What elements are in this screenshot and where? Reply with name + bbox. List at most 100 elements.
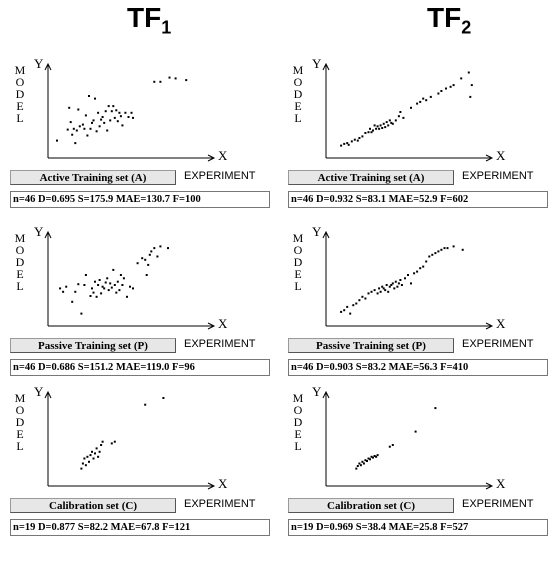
data-point [361,295,364,298]
experiment-label: EXPERIMENT [462,338,534,350]
data-point [78,125,81,128]
model-label-letter: D [16,255,25,269]
data-point [399,111,402,113]
data-point [84,114,87,117]
column-title-tf1: TF1 [127,2,171,39]
data-point [452,84,455,87]
data-point [107,105,110,108]
data-point [361,135,364,138]
data-point [97,284,100,286]
data-point [129,285,131,288]
scatter-panel: Y X M O D E L Active Training set (A) EXPERIMENT… [8,56,270,234]
data-point [112,268,115,271]
y-axis-arrow [44,230,52,239]
x-axis-letter: X [496,148,506,163]
data-point [355,467,358,470]
data-point [153,247,156,250]
data-point [83,457,86,460]
data-point [153,80,156,83]
data-point [127,116,130,118]
data-point [349,312,352,315]
data-point [71,300,74,303]
model-label-letter: E [294,427,301,441]
model-label-letter: D [16,87,25,101]
data-point [385,121,388,124]
data-point [352,304,355,307]
data-point [419,267,422,270]
data-point [77,283,80,286]
scatter-panel: Y X M O D E L Calibration set (C) EXPERIMENT n=19… [286,384,548,562]
data-point [97,455,100,458]
x-axis-letter: X [496,316,506,331]
data-point [367,457,370,460]
data-point [132,287,134,290]
data-point [80,312,83,315]
column-title-tf2: TF2 [427,2,471,39]
data-point [434,407,437,410]
data-point [413,272,416,275]
set-label-button[interactable]: Active Training set (A) [10,170,176,185]
data-point [83,284,86,286]
data-point [410,282,412,285]
model-label-letter: M [293,63,304,77]
data-point [379,290,382,293]
data-point [130,111,133,114]
data-point [98,450,101,453]
data-point [399,279,402,281]
set-label-button[interactable]: Active Training set (A) [288,170,454,185]
data-point [147,263,150,266]
data-point [440,90,443,92]
set-label-button[interactable]: Calibration set (C) [10,498,176,513]
data-point [446,247,449,250]
x-axis-letter: X [218,148,228,163]
data-point [381,127,384,129]
data-point [167,247,169,250]
data-point [103,287,106,290]
data-point [387,124,390,127]
data-point [355,302,358,305]
data-point [414,430,417,433]
model-label-letter: L [294,279,301,293]
data-point [98,279,101,281]
model-label-letter: E [16,267,23,281]
data-point [402,116,405,119]
stats-box: n=46 D=0.695 S=175.9 MAE=130.7 F=100 [10,191,270,208]
data-point [121,284,124,286]
data-point [372,129,374,132]
data-point [390,284,393,286]
data-point [391,282,394,285]
data-point [100,444,103,446]
set-label-button[interactable]: Passive Training set (P) [288,338,454,353]
model-label-letter: M [15,391,26,405]
data-point [106,277,109,280]
model-label-letter: E [294,99,301,113]
model-label-letter: M [15,231,26,245]
data-point [113,284,116,286]
x-axis-letter: X [218,476,228,491]
set-label-button[interactable]: Passive Training set (P) [10,338,176,353]
column-title-text: TF [127,2,162,33]
data-point [429,95,432,98]
data-point [416,270,419,273]
data-point [74,142,77,145]
data-point [100,118,103,121]
data-point [364,132,367,134]
set-label-button[interactable]: Calibration set (C) [288,498,454,513]
model-label-letter: L [294,111,301,125]
data-point [394,280,397,283]
y-axis-arrow [322,390,330,399]
data-point [388,119,391,122]
model-label-letter: M [15,63,26,77]
data-point [159,80,162,83]
data-point [346,305,349,308]
data-point [469,95,472,98]
data-point [373,289,376,292]
data-point [358,137,361,139]
model-label-letter: O [16,75,25,89]
data-point [122,277,125,280]
data-point [340,144,343,147]
data-point [91,450,93,453]
data-point [369,127,371,130]
scatter-panel: Y X M O D E L Calibration set (C) EXPERIMENT n=19… [8,384,270,562]
